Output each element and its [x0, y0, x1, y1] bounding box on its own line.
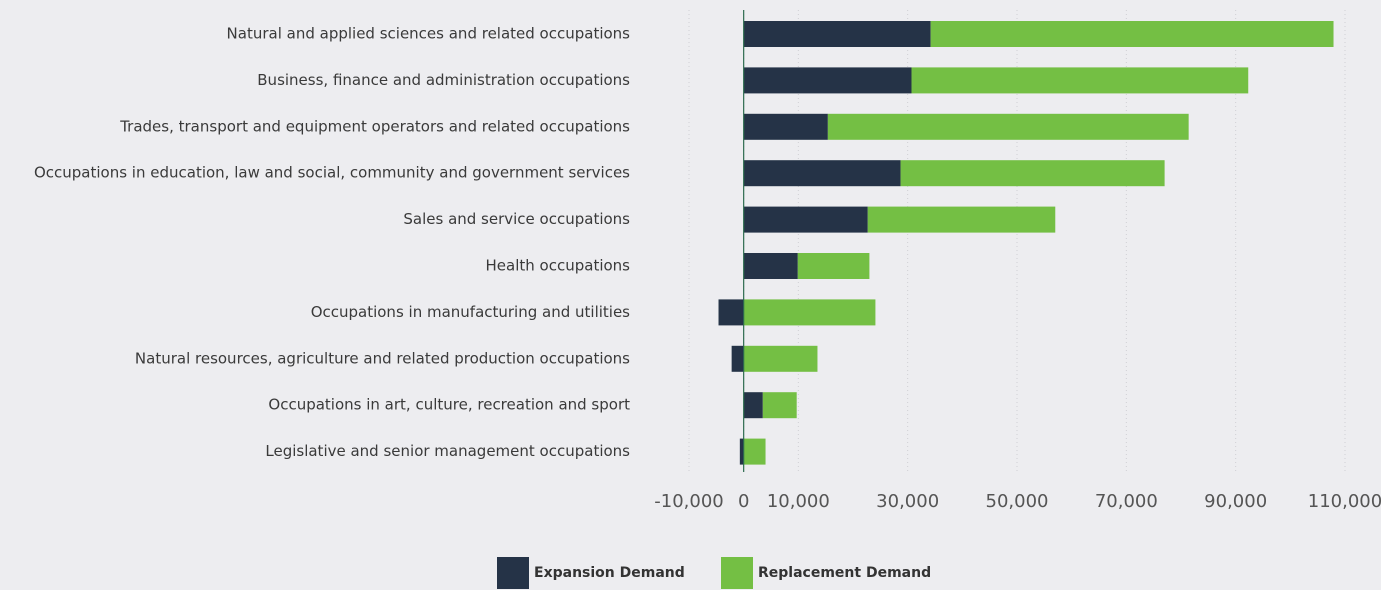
bar [718, 299, 744, 326]
bar [743, 392, 763, 419]
category-label: Legislative and senior management occupa… [265, 442, 630, 460]
x-tick-label: 70,000 [1095, 491, 1158, 512]
legend-swatch [497, 557, 529, 589]
bar [797, 253, 870, 279]
bar [911, 67, 1249, 94]
bar [731, 345, 744, 372]
bar [900, 160, 1165, 187]
bar [827, 113, 1189, 140]
bar [743, 299, 876, 326]
bar [743, 206, 868, 233]
x-tick-label: 10,000 [767, 491, 830, 512]
x-tick-label: -10,000 [654, 491, 723, 512]
bar [743, 160, 901, 187]
legend-label: Expansion Demand [534, 565, 685, 581]
bar [743, 253, 798, 279]
category-label: Health occupations [486, 257, 631, 275]
category-label: Business, finance and administration occ… [257, 71, 630, 89]
x-tick-label: 50,000 [986, 491, 1049, 512]
bar [743, 113, 828, 140]
bar [739, 438, 744, 465]
x-tick-label: 0 [738, 491, 749, 512]
x-tick-label: 90,000 [1204, 491, 1267, 512]
legend-label: Replacement Demand [758, 565, 931, 581]
x-tick-label: 30,000 [876, 491, 939, 512]
bar [762, 392, 797, 419]
bar [743, 67, 912, 94]
category-label: Sales and service occupations [403, 210, 630, 228]
category-label: Natural resources, agriculture and relat… [135, 349, 630, 367]
x-tick-label: 110,000 [1308, 491, 1381, 512]
bar [743, 438, 766, 465]
category-label: Trades, transport and equipment operator… [119, 117, 630, 135]
category-label: Occupations in education, law and social… [34, 164, 630, 182]
category-label: Occupations in art, culture, recreation … [268, 396, 630, 414]
bar [743, 345, 818, 372]
bar [867, 206, 1056, 233]
category-label: Natural and applied sciences and related… [227, 25, 631, 43]
category-label: Occupations in manufacturing and utiliti… [311, 303, 630, 321]
bar [930, 21, 1334, 47]
legend-swatch [721, 557, 753, 589]
bar [743, 21, 931, 47]
